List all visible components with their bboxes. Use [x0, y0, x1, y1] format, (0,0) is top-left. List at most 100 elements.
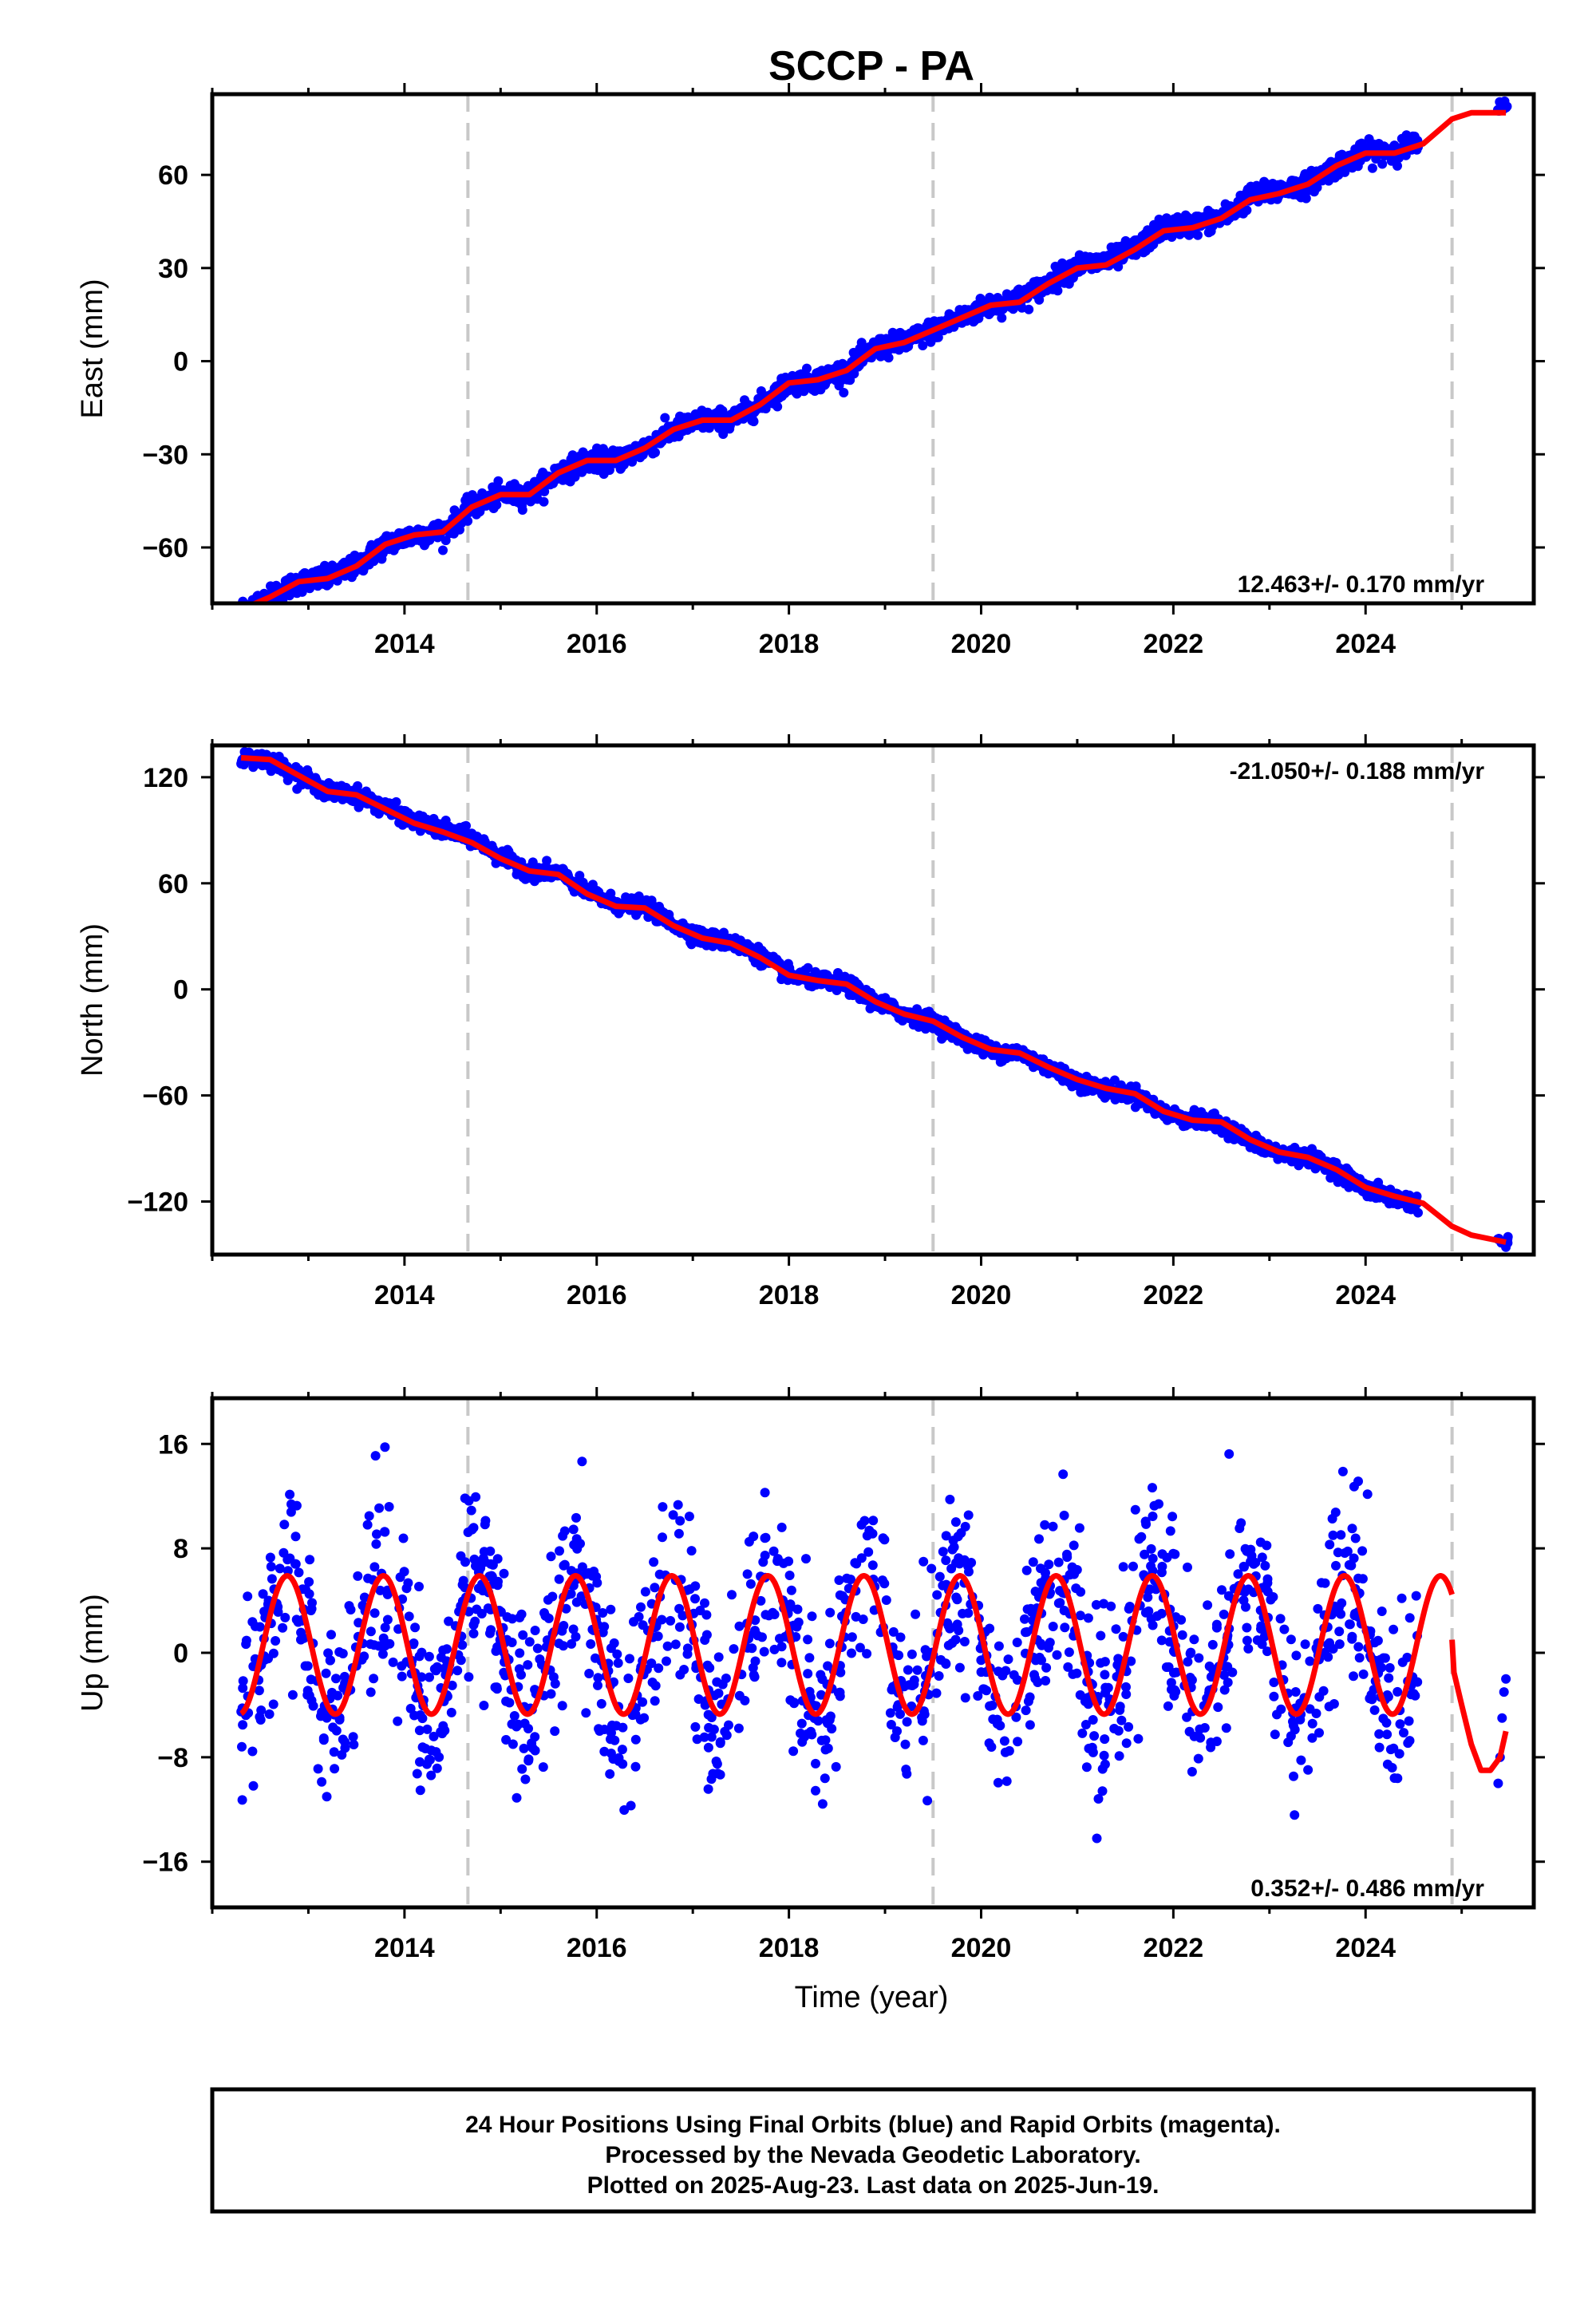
data-point	[760, 1488, 770, 1498]
data-point	[1157, 1549, 1167, 1559]
y-axis-label: East (mm)	[76, 279, 109, 418]
data-point	[713, 1652, 724, 1662]
panel-east: 2014 2016 2018 2020 2022 2024−60−3003060East …	[76, 83, 1545, 659]
data-point	[266, 1562, 276, 1571]
data-point	[466, 1505, 476, 1516]
data-point	[593, 1673, 603, 1683]
data-point	[243, 607, 253, 617]
data-point	[246, 608, 255, 618]
data-point	[1025, 1720, 1035, 1730]
data-point	[464, 1672, 474, 1682]
data-point	[391, 796, 401, 807]
data-point	[359, 1592, 369, 1603]
data-point	[776, 1642, 787, 1652]
data-point	[760, 1551, 770, 1560]
data-point	[742, 1569, 753, 1579]
data-point	[241, 1635, 251, 1646]
data-point	[1389, 1743, 1399, 1753]
data-point	[803, 962, 813, 973]
data-point	[1346, 1560, 1357, 1571]
data-point	[1021, 1565, 1032, 1575]
data-point	[700, 1598, 709, 1608]
data-point	[377, 1649, 388, 1659]
data-point	[700, 1700, 710, 1710]
data-point	[1193, 1753, 1203, 1764]
data-point	[571, 1512, 581, 1523]
data-point	[486, 1559, 496, 1569]
data-point	[1003, 1654, 1013, 1665]
data-point	[895, 1632, 906, 1642]
data-point	[1012, 1638, 1022, 1647]
data-point	[561, 1603, 571, 1614]
data-point	[788, 1746, 799, 1757]
data-point	[807, 1611, 817, 1622]
data-point	[425, 1672, 434, 1682]
y-tick-label: −60	[142, 533, 188, 563]
data-point	[802, 363, 812, 373]
y-tick-label: 60	[158, 869, 188, 899]
data-point	[457, 1640, 468, 1650]
y-tick-label: −60	[142, 1081, 188, 1112]
data-point	[1413, 1207, 1423, 1218]
x-tick-label: 2022	[1144, 1280, 1204, 1310]
data-point	[1342, 1546, 1353, 1556]
data-point	[388, 1657, 398, 1667]
y-tick-label: 0	[173, 347, 188, 377]
data-point	[706, 1774, 717, 1784]
data-point	[246, 605, 255, 615]
data-point	[237, 1795, 247, 1805]
data-point	[886, 1720, 896, 1729]
data-point	[1403, 1738, 1413, 1749]
data-point	[247, 1746, 258, 1757]
data-point	[1499, 96, 1510, 106]
data-point	[1381, 1717, 1392, 1728]
data-point	[1349, 1671, 1358, 1682]
data-point	[461, 820, 471, 831]
data-point	[1238, 1595, 1249, 1606]
data-point	[539, 496, 549, 507]
data-point	[1113, 1725, 1124, 1736]
data-point	[373, 1641, 384, 1651]
data-point	[1071, 1583, 1081, 1594]
data-point	[1020, 1614, 1029, 1624]
data-point	[658, 1502, 668, 1512]
x-tick-label: 2016	[567, 1280, 627, 1310]
data-point	[524, 1637, 535, 1647]
data-point	[1385, 1662, 1395, 1673]
data-point	[1404, 1716, 1414, 1726]
data-point	[1223, 1678, 1233, 1688]
data-point	[1255, 1537, 1266, 1547]
data-point	[868, 1516, 879, 1526]
data-point	[1217, 1585, 1227, 1595]
data-point	[371, 1539, 381, 1549]
data-point	[1024, 304, 1034, 314]
data-point	[1350, 1533, 1361, 1543]
data-point	[258, 610, 267, 619]
x-tick-label: 2014	[374, 629, 435, 659]
data-point	[945, 1623, 955, 1634]
data-point	[1243, 1643, 1254, 1654]
data-point	[365, 1626, 376, 1637]
data-point	[243, 605, 252, 615]
data-point	[501, 1735, 512, 1745]
data-point	[252, 604, 262, 614]
data-point	[650, 1696, 660, 1706]
data-point	[291, 1500, 302, 1511]
data-point	[519, 1743, 529, 1753]
y-tick-label: 30	[158, 254, 188, 284]
data-point	[463, 516, 473, 526]
x-tick-label: 2014	[374, 1280, 435, 1310]
data-point	[370, 1451, 381, 1461]
data-point	[992, 1714, 1002, 1725]
data-point	[586, 1639, 596, 1649]
data-point	[417, 1647, 427, 1658]
data-point	[1303, 1765, 1314, 1775]
data-point	[1314, 1728, 1324, 1738]
data-point	[1114, 1751, 1124, 1761]
data-point	[264, 1709, 275, 1719]
data-point	[571, 1631, 581, 1642]
data-point	[1193, 230, 1203, 240]
data-point	[1048, 1521, 1058, 1531]
data-point	[1300, 1639, 1310, 1650]
